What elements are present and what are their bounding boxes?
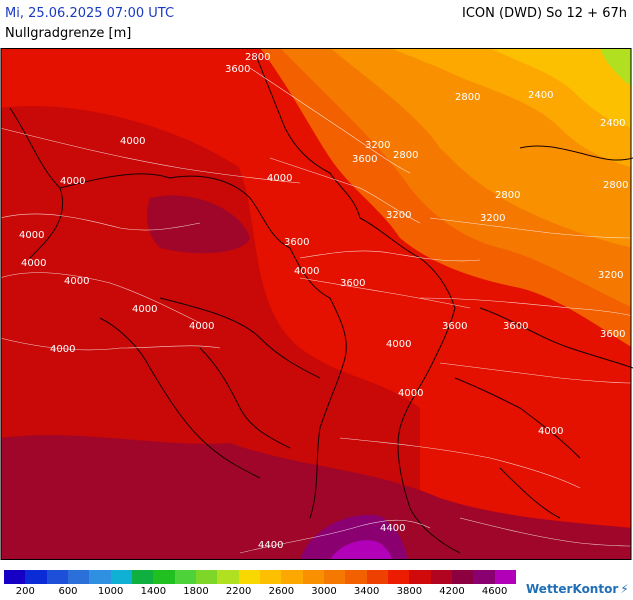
legend-swatch bbox=[174, 570, 196, 584]
isolines-group bbox=[0, 67, 633, 554]
isoline-label: 4000 bbox=[21, 258, 46, 269]
isoline-label: 4000 bbox=[538, 426, 563, 437]
legend-label: 1800 bbox=[183, 586, 209, 597]
legend-swatch bbox=[131, 570, 154, 584]
isoline-label: 2400 bbox=[600, 118, 625, 129]
legend-label: 4200 bbox=[439, 586, 465, 597]
legend-swatch bbox=[302, 570, 324, 584]
isoline-label: 3600 bbox=[442, 321, 467, 332]
isoline-label: 3200 bbox=[365, 140, 390, 151]
legend-labels: 200 600 1000 1400 1800 2200 2600 3000 3400 3800 42… bbox=[4, 586, 516, 600]
legend-swatch bbox=[387, 570, 410, 584]
field-4600-zone bbox=[330, 540, 392, 560]
isoline-label: 4400 bbox=[258, 540, 283, 551]
legend-swatch bbox=[281, 570, 303, 584]
isoline-label: 4000 bbox=[120, 136, 145, 147]
legend-swatch bbox=[259, 570, 282, 584]
forecast-datetime: Mi, 25.06.2025 07:00 UTC bbox=[5, 6, 175, 21]
isoline-label: 2800 bbox=[245, 52, 270, 63]
legend-swatch bbox=[89, 570, 111, 584]
brand-logo[interactable]: WetterKontor ⚡ bbox=[526, 582, 629, 596]
isoline-label: 4000 bbox=[50, 344, 75, 355]
legend-label: 3000 bbox=[311, 586, 337, 597]
legend-swatch bbox=[409, 570, 431, 584]
legend-label: 2600 bbox=[268, 586, 295, 597]
legend-swatch bbox=[451, 570, 474, 584]
isoline-label: 2400 bbox=[528, 90, 553, 101]
isoline-label: 4000 bbox=[64, 276, 89, 287]
legend-label: 1000 bbox=[97, 586, 124, 597]
isoline-label: 4000 bbox=[294, 266, 319, 277]
field-red-tongue bbox=[210, 48, 340, 263]
isoline-label: 4000 bbox=[19, 230, 44, 241]
field-blob-center bbox=[147, 195, 250, 254]
legend-swatch bbox=[153, 570, 175, 584]
isoline-label: 3200 bbox=[386, 210, 411, 221]
isoline-label: 3600 bbox=[284, 237, 309, 248]
isoline-label: 3200 bbox=[598, 270, 623, 281]
legend-swatch bbox=[238, 570, 260, 584]
lightning-icon: ⚡ bbox=[620, 582, 629, 596]
legend-swatch bbox=[67, 570, 90, 584]
isoline-label: 3600 bbox=[225, 64, 250, 75]
isoline-label: 4000 bbox=[189, 321, 214, 332]
legend-swatch bbox=[217, 570, 239, 584]
legend-label: 200 bbox=[15, 586, 35, 597]
isoline-label: 2800 bbox=[603, 180, 628, 191]
legend-swatch bbox=[195, 570, 218, 584]
isoline-label: 4400 bbox=[380, 523, 405, 534]
isoline-label: 3600 bbox=[352, 154, 377, 165]
isoline-label: 4000 bbox=[60, 176, 85, 187]
field-2400-zone bbox=[490, 48, 631, 128]
isoline-label: 3600 bbox=[340, 278, 365, 289]
legend-swatch bbox=[323, 570, 346, 584]
legend-swatch bbox=[430, 570, 452, 584]
parameter-label: Nullgradgrenze [m] bbox=[5, 26, 132, 41]
border-lines bbox=[9, 52, 633, 554]
legend-swatch bbox=[4, 570, 26, 584]
color-legend bbox=[4, 570, 516, 584]
isoline-label: 2800 bbox=[495, 190, 520, 201]
legend-label: 3800 bbox=[396, 586, 423, 597]
legend-swatch bbox=[345, 570, 367, 584]
map-frame bbox=[0, 48, 632, 560]
isoline-labels: 2800 2800 2400 2400 2800 3600 4000 4000 … bbox=[19, 52, 628, 551]
legend-label: 3400 bbox=[353, 586, 380, 597]
field-4200-zone bbox=[1, 435, 631, 560]
isoline-label: 2800 bbox=[393, 150, 418, 161]
legend-label: 2200 bbox=[225, 586, 252, 597]
legend-label: 4600 bbox=[481, 586, 508, 597]
legend-swatch bbox=[46, 570, 68, 584]
isoline-label: 4000 bbox=[398, 388, 423, 399]
brand-name: WetterKontor bbox=[526, 582, 619, 596]
isoline-label: 4000 bbox=[132, 304, 157, 315]
isoline-label: 2800 bbox=[455, 92, 480, 103]
isoline-label: 3600 bbox=[600, 329, 625, 340]
legend-label: 600 bbox=[58, 586, 78, 597]
legend-swatch bbox=[25, 570, 47, 584]
legend-swatch bbox=[110, 570, 132, 584]
legend-label: 1400 bbox=[140, 586, 167, 597]
isoline-label: 3600 bbox=[503, 321, 528, 332]
isoline-label: 3200 bbox=[480, 213, 505, 224]
isoline-label: 4000 bbox=[386, 339, 411, 350]
legend-swatch bbox=[494, 570, 516, 584]
legend-swatch bbox=[366, 570, 388, 584]
field-2200-zone bbox=[600, 48, 631, 87]
isoline-label: 4000 bbox=[267, 173, 292, 184]
model-run-label: ICON (DWD) So 12 + 67h bbox=[462, 6, 627, 21]
legend-swatch bbox=[473, 570, 495, 584]
freezing-level-map: 2800 2800 2400 2400 2800 3600 4000 4000 … bbox=[0, 48, 633, 560]
